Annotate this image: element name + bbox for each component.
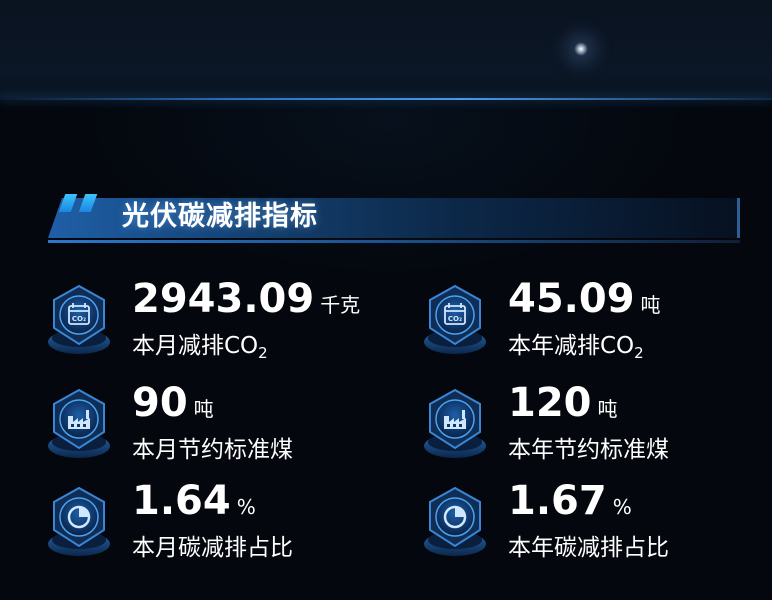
metric-year-co2: CO₂ 45.09 吨 本年减排CO2: [422, 276, 752, 372]
svg-text:CO₂: CO₂: [448, 315, 462, 323]
glow-light: [574, 42, 588, 56]
section-underline: [48, 240, 740, 243]
metric-unit: 吨: [640, 293, 661, 317]
metric-year-ratio: 1.67% 本年碳减排占比: [422, 478, 752, 574]
metric-label: 本年碳减排占比: [508, 528, 669, 562]
metric-label: 本年减排CO2: [508, 326, 644, 362]
section-title-edge: [737, 198, 740, 238]
metric-value: 1.64: [132, 478, 231, 524]
metric-label: 本月碳减排占比: [132, 528, 293, 562]
metric-year-coal: 120 吨 本年节约标准煤: [422, 380, 752, 476]
metric-value: 90: [132, 380, 188, 426]
pie-chart-icon: [46, 484, 112, 562]
metric-value: 2943.09: [132, 276, 315, 322]
metric-value: 1.67: [508, 478, 607, 524]
section-title: 光伏碳减排指标: [122, 201, 318, 232]
metric-month-co2: CO₂ 2943.09 千克 本月减排CO2: [46, 276, 376, 372]
metric-value: 120: [508, 380, 592, 426]
metric-label-text: 本年碳减排占比: [508, 535, 669, 561]
metric-label-text: 本月节约标准煤: [132, 437, 293, 463]
metric-unit: %: [236, 495, 256, 519]
section-title-bar: [48, 198, 740, 238]
metric-value-row: 120 吨: [508, 380, 618, 426]
metric-value: 45.09: [508, 276, 635, 322]
factory-icon: [422, 386, 488, 464]
metric-label-text: 本年减排CO: [508, 333, 635, 359]
co2-calendar-icon: CO₂: [46, 282, 112, 360]
carbon-section-header: 光伏碳减排指标: [48, 190, 740, 248]
metric-month-ratio: 1.64% 本月碳减排占比: [46, 478, 376, 574]
metric-label-text: 本月碳减排占比: [132, 535, 293, 561]
metric-label-subscript: 2: [258, 344, 268, 362]
metric-unit: %: [612, 495, 632, 519]
metric-value-row: 45.09 吨: [508, 276, 661, 322]
metric-value-row: 90 吨: [132, 380, 214, 426]
factory-icon: [46, 386, 112, 464]
metric-month-coal: 90 吨 本月节约标准煤: [46, 380, 376, 476]
metric-label-text: 本年节约标准煤: [508, 437, 669, 463]
header-band: [0, 0, 772, 100]
co2-calendar-icon: CO₂: [422, 282, 488, 360]
pie-chart-icon: [422, 484, 488, 562]
metric-label: 本年节约标准煤: [508, 430, 669, 464]
metric-value-row: 1.64%: [132, 478, 256, 524]
svg-text:CO₂: CO₂: [72, 315, 86, 323]
metric-label-text: 本月减排CO: [132, 333, 259, 359]
metric-value-row: 2943.09 千克: [132, 276, 360, 322]
metric-label: 本月节约标准煤: [132, 430, 293, 464]
metric-unit: 吨: [193, 397, 214, 421]
metric-unit: 千克: [320, 293, 361, 317]
metric-label: 本月减排CO2: [132, 326, 268, 362]
metric-unit: 吨: [597, 397, 618, 421]
metric-label-subscript: 2: [634, 344, 644, 362]
metric-value-row: 1.67%: [508, 478, 632, 524]
